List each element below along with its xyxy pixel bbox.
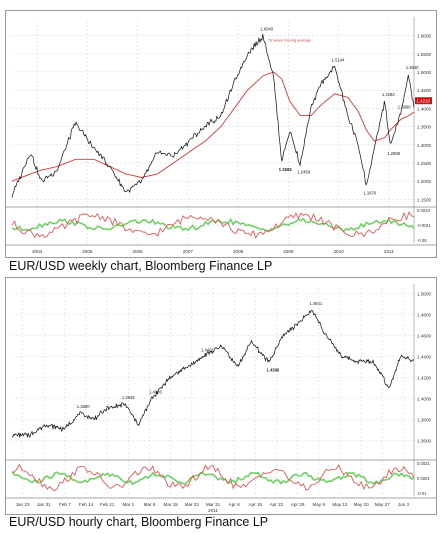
- price-annotation: 1.3860: [398, 104, 411, 109]
- last-price-tag: [415, 97, 432, 105]
- x-tick-label: Jan 23: [16, 502, 30, 507]
- oscillator-tick-label: -0.05: [417, 238, 427, 243]
- x-tick-label: Feb 21: [100, 502, 115, 507]
- y-tick-label: 1.5000: [417, 70, 431, 75]
- price-annotation: 1.4340: [266, 368, 279, 373]
- x-year-label: 2011: [208, 508, 218, 513]
- x-tick-label: 2005: [82, 249, 93, 254]
- weekly-chart-panel: 1.6000 1.5500 1.5000 1.4500 1.4000 1.3500 1.30…: [5, 10, 437, 260]
- x-tick-label: Jan 31: [37, 502, 51, 507]
- x-tick-label: 2011: [384, 249, 394, 254]
- y-tick-label: 1.5500: [417, 52, 431, 57]
- hourly-chart: 1.5000 1.4800 1.4600 1.4400 1.4200 1.4000 1.38…: [6, 284, 436, 513]
- x-tick-label: 2007: [183, 249, 194, 254]
- x-tick-label: 2006: [133, 249, 144, 254]
- price-annotation: 1.1876: [363, 191, 376, 196]
- y-tick-label: 1.4400: [417, 354, 431, 359]
- y-tick-label: 1.4000: [417, 106, 431, 111]
- y-tick-label: 1.4200: [417, 375, 431, 380]
- last-price-label: 1.4210: [417, 99, 431, 104]
- moving-average-line: [11, 71, 415, 182]
- price-annotation: 1.2531: [279, 167, 292, 172]
- x-tick-label: Apr 22: [270, 502, 284, 507]
- price-annotation: 1.4282: [382, 92, 395, 97]
- hourly-chart-caption: EUR/USD hourly chart, Bloomberg Finance …: [9, 515, 269, 529]
- x-tick-label: Mar 15: [164, 502, 179, 507]
- y-tick-label: 1.4600: [417, 333, 431, 338]
- price-annotation: 1.4941: [309, 301, 322, 306]
- oscillator-tick-label: -0.0011: [417, 223, 432, 228]
- oscillator-tick-label: 0.0021: [417, 461, 430, 466]
- y-tick-label: 1.4800: [417, 312, 431, 317]
- oscillator-red-line: [11, 463, 415, 492]
- x-tick-label: May 6: [313, 502, 326, 507]
- y-tick-label: 1.3000: [417, 143, 431, 148]
- x-tick-label: Feb 14: [79, 502, 94, 507]
- x-tick-label: Jun 3: [398, 502, 410, 507]
- y-tick-label: 1.2000: [417, 179, 431, 184]
- x-tick-label: May 20: [354, 502, 370, 507]
- x-tick-label: May 13: [332, 502, 348, 507]
- oscillator-tick-label: 0.0001: [417, 476, 430, 481]
- x-tick-label: Mar 1: [122, 502, 134, 507]
- price-line: [11, 33, 415, 198]
- price-annotation: 1.2968: [387, 151, 400, 156]
- y-tick-label: 1.5000: [417, 291, 431, 296]
- price-annotation: 1.2458: [297, 169, 310, 174]
- price-annotation: 1.4005: [149, 389, 162, 394]
- y-tick-label: 1.4000: [417, 396, 431, 401]
- x-tick-label: Apr 29: [291, 502, 305, 507]
- price-annotation: 1.4339: [266, 368, 279, 373]
- price-annotation: 1.4401: [201, 347, 214, 352]
- price-annotation: 1.3945: [122, 395, 135, 400]
- y-tick-label: 1.4500: [417, 88, 431, 93]
- price-annotation: 1.2588: [279, 167, 292, 172]
- weekly-chart: 1.6000 1.5500 1.5000 1.4500 1.4000 1.3500 1.30…: [6, 17, 436, 254]
- price-annotation: 1.4940: [406, 65, 419, 70]
- x-tick-label: 2010: [334, 249, 345, 254]
- weekly-chart-caption: EUR/USD weekly chart, Bloomberg Finance …: [9, 259, 273, 273]
- hourly-chart-frame: 1.5000 1.4800 1.4600 1.4400 1.4200 1.4000 1.38…: [5, 277, 437, 515]
- price-line: [11, 310, 415, 438]
- weekly-chart-frame: 1.6000 1.5500 1.5000 1.4500 1.4000 1.3500 1.30…: [5, 10, 437, 258]
- y-tick-label: 1.6000: [417, 34, 431, 39]
- oscillator-red-line: [11, 211, 415, 239]
- y-tick-label: 1.3500: [417, 125, 431, 130]
- x-tick-label: Feb 7: [59, 502, 71, 507]
- x-tick-label: Apr 15: [249, 502, 263, 507]
- y-tick-label: 1.3600: [417, 438, 431, 443]
- y-tick-label: 1.1500: [417, 197, 431, 202]
- price-annotation: 1.6040: [260, 27, 273, 32]
- price-annotation: 1.5144: [332, 58, 345, 63]
- hourly-chart-panel: 1.5000 1.4800 1.4600 1.4400 1.4200 1.4000 1.38…: [5, 277, 437, 517]
- y-tick-label: 1.2500: [417, 161, 431, 166]
- x-tick-label: 2008: [233, 249, 244, 254]
- oscillator-tick-label: -0.01: [417, 491, 427, 496]
- x-tick-label: Mar 22: [185, 502, 200, 507]
- oscillator-tick-label: 0.0033: [417, 208, 430, 213]
- oscillator-green-line: [11, 471, 415, 486]
- x-tick-label: 2004: [32, 249, 43, 254]
- x-tick-label: Apr 8: [229, 502, 240, 507]
- x-tick-label: 2009: [283, 249, 294, 254]
- x-tick-label: Mar 31: [206, 502, 221, 507]
- price-annotation: 1.3860: [77, 404, 90, 409]
- moving-average-label: 52 week moving average: [269, 39, 311, 43]
- x-tick-label: May 27: [375, 502, 391, 507]
- y-tick-label: 1.3800: [417, 417, 431, 422]
- x-tick-label: Mar 8: [144, 502, 156, 507]
